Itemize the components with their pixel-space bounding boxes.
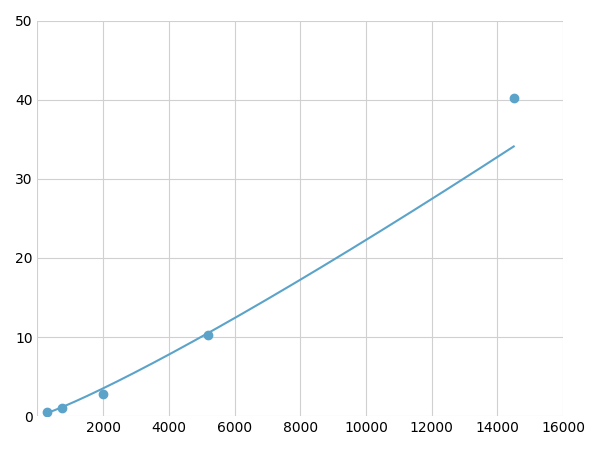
Point: [509, 94, 518, 102]
Point: [43, 409, 52, 416]
Point: [203, 332, 213, 339]
Point: [58, 405, 67, 412]
Point: [98, 391, 108, 398]
